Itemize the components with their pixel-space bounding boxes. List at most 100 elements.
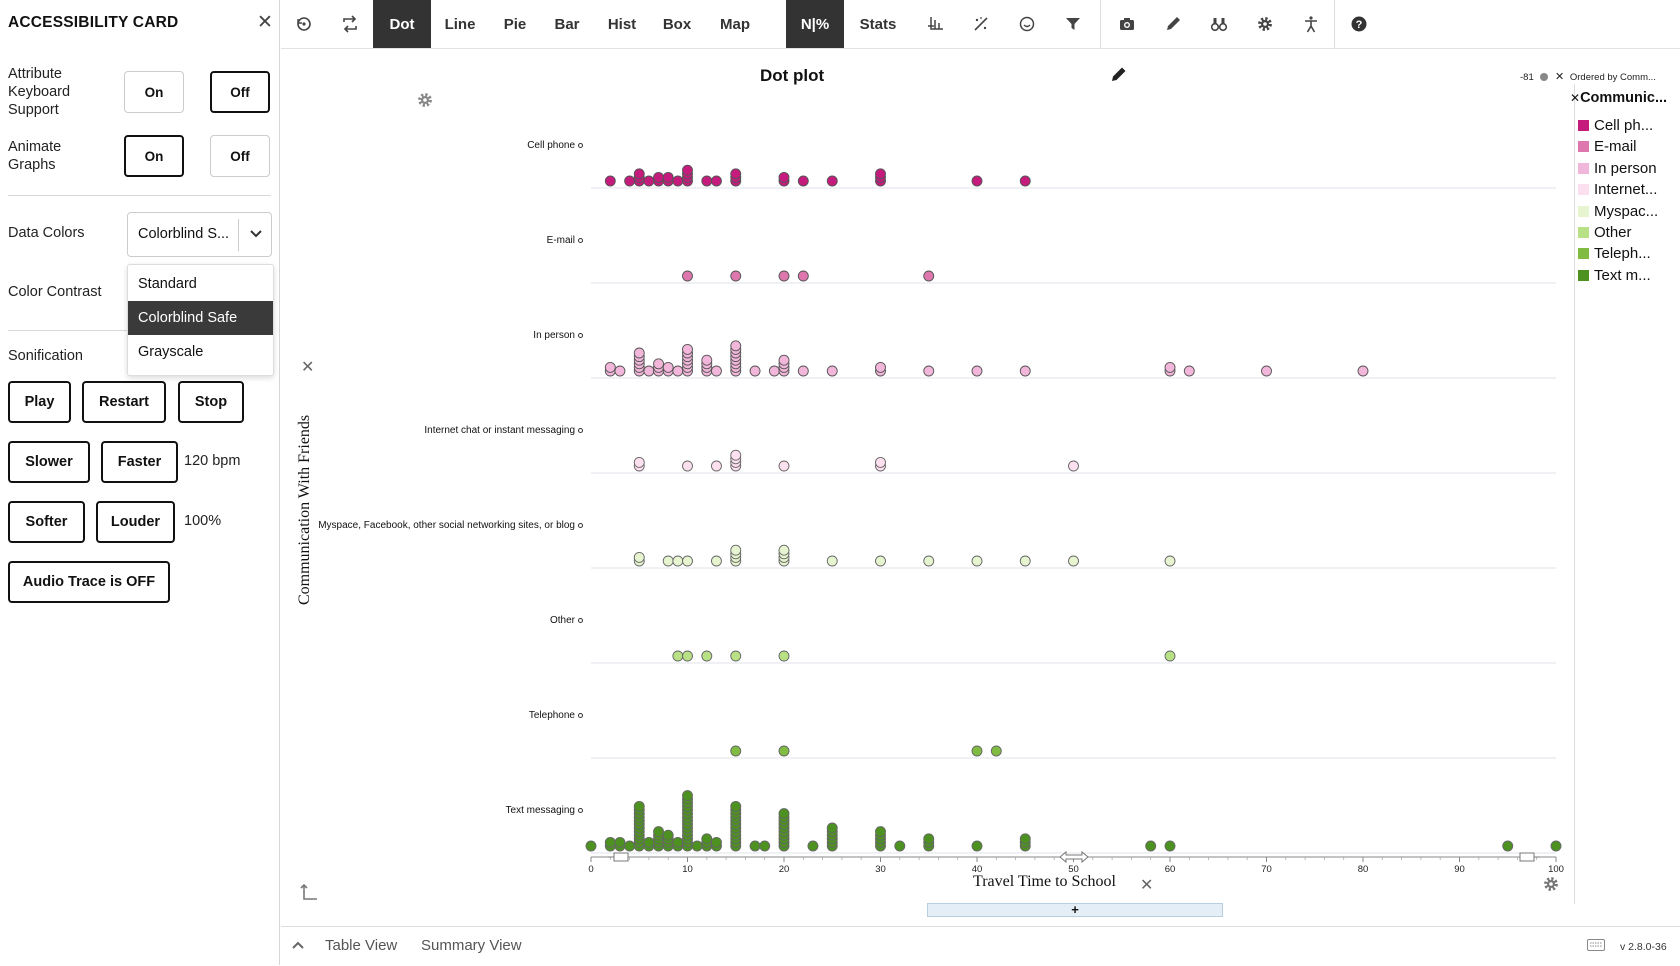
legend-item[interactable]: Other bbox=[1578, 224, 1632, 241]
pencil-icon[interactable] bbox=[1150, 0, 1196, 48]
faster-button[interactable]: Faster bbox=[101, 441, 178, 483]
filter-icon[interactable] bbox=[1050, 0, 1096, 48]
camera-icon[interactable] bbox=[1104, 0, 1150, 48]
keyboard-support-off-button[interactable]: Off bbox=[210, 71, 270, 113]
data-point bbox=[711, 555, 722, 567]
slower-button[interactable]: Slower bbox=[8, 441, 90, 483]
close-icon[interactable]: ✕ bbox=[257, 12, 273, 33]
softer-button[interactable]: Softer bbox=[8, 501, 85, 543]
dropdown-option-colorblind-safe[interactable]: Colorblind Safe bbox=[128, 301, 273, 335]
data-point bbox=[730, 745, 742, 757]
data-point bbox=[624, 175, 636, 187]
data-point bbox=[653, 826, 664, 838]
svg-text:?: ? bbox=[1356, 19, 1363, 31]
legend-item[interactable]: Text m... bbox=[1578, 267, 1651, 284]
dot-button[interactable]: Dot bbox=[373, 0, 431, 48]
wand-icon[interactable] bbox=[958, 0, 1004, 48]
data-point bbox=[604, 361, 616, 373]
data-point bbox=[768, 365, 780, 377]
map-button[interactable]: Map bbox=[720, 15, 750, 33]
chevron-up-icon[interactable] bbox=[291, 939, 305, 953]
legend-item[interactable]: Cell ph... bbox=[1578, 117, 1653, 134]
data-point bbox=[778, 808, 790, 820]
legend-item[interactable]: In person bbox=[1578, 160, 1657, 177]
category-label[interactable]: In person bbox=[533, 330, 583, 341]
divider bbox=[8, 195, 271, 196]
x-tick-label: 70 bbox=[1261, 864, 1272, 875]
category-label[interactable]: Internet chat or instant messaging bbox=[424, 425, 583, 436]
play-button[interactable]: Play bbox=[8, 381, 71, 423]
label-line: Graphs bbox=[8, 157, 56, 173]
line-button[interactable]: Line bbox=[444, 15, 476, 33]
stop-button[interactable]: Stop bbox=[178, 381, 244, 423]
category-label[interactable]: Other bbox=[550, 615, 583, 626]
category-label-text: Myspace, Facebook, other social networki… bbox=[318, 520, 575, 531]
legend-item[interactable]: Teleph... bbox=[1578, 245, 1651, 262]
restart-button[interactable]: Restart bbox=[82, 381, 166, 423]
category-label[interactable]: E-mail bbox=[547, 235, 583, 246]
axis-icon[interactable] bbox=[912, 0, 958, 48]
legend-ordered-by: -81 ✕ Ordered by Comm... bbox=[1520, 70, 1656, 83]
graph-title[interactable]: Dot plot bbox=[760, 66, 825, 85]
keyboard-support-on-button[interactable]: On bbox=[124, 71, 184, 113]
animate-graphs-off-button[interactable]: Off bbox=[210, 135, 270, 177]
box-button[interactable]: Box bbox=[662, 15, 692, 33]
louder-button[interactable]: Louder bbox=[96, 501, 175, 543]
animate-graphs-label: Animate Graphs bbox=[8, 138, 61, 174]
y-axis-label[interactable]: Communication With Friends bbox=[296, 414, 313, 605]
tab-table-view[interactable]: Table View bbox=[325, 937, 398, 954]
close-icon[interactable]: ✕ bbox=[301, 359, 315, 376]
data-point bbox=[585, 840, 597, 852]
undo-icon[interactable] bbox=[281, 0, 327, 48]
label-line: Animate bbox=[8, 139, 62, 155]
binoculars-icon[interactable] bbox=[1196, 0, 1242, 48]
gear-icon[interactable] bbox=[1542, 875, 1560, 893]
keyboard-icon[interactable] bbox=[1587, 939, 1605, 951]
data-point bbox=[711, 365, 722, 377]
stats-button[interactable]: Stats bbox=[859, 15, 897, 33]
gear-icon[interactable] bbox=[1242, 0, 1288, 48]
count-percent-button[interactable]: N|% bbox=[786, 0, 844, 48]
data-point bbox=[797, 175, 809, 187]
data-point bbox=[701, 833, 713, 845]
data-colors-select[interactable]: Colorblind S... bbox=[127, 212, 272, 257]
category-label[interactable]: Cell phone bbox=[527, 140, 583, 151]
dropdown-option-grayscale[interactable]: Grayscale bbox=[138, 344, 204, 360]
swap-icon[interactable] bbox=[327, 0, 373, 48]
category-dot-icon bbox=[578, 712, 583, 718]
accessibility-card: ACCESSIBILITY CARD ✕ Attribute Keyboard … bbox=[0, 0, 280, 965]
legend-item[interactable]: Internet... bbox=[1578, 181, 1657, 198]
axis-swap-icon[interactable] bbox=[300, 884, 318, 902]
close-icon[interactable]: ✕ bbox=[1555, 71, 1565, 83]
add-attribute-bar[interactable]: + bbox=[927, 903, 1223, 917]
pie-button[interactable]: Pie bbox=[503, 15, 527, 33]
data-point bbox=[1550, 840, 1562, 852]
tab-summary-view[interactable]: Summary View bbox=[421, 937, 522, 954]
legend-label: Internet... bbox=[1594, 181, 1658, 199]
accessibility-icon[interactable] bbox=[1288, 0, 1334, 48]
x-axis-label[interactable]: Travel Time to School bbox=[973, 873, 1116, 890]
legend-attribute[interactable]: ✕Communic... bbox=[1570, 90, 1667, 106]
hist-button[interactable]: Hist bbox=[607, 15, 637, 33]
audio-trace-button[interactable]: Audio Trace is OFF bbox=[8, 561, 170, 603]
close-icon[interactable]: ✕ bbox=[1140, 877, 1154, 894]
gear-icon[interactable] bbox=[416, 91, 434, 109]
data-point bbox=[662, 829, 674, 841]
bar-button[interactable]: Bar bbox=[554, 15, 580, 33]
category-label[interactable]: Myspace, Facebook, other social networki… bbox=[318, 520, 583, 531]
close-icon[interactable]: ✕ bbox=[1570, 91, 1581, 105]
help-icon[interactable]: ? bbox=[1334, 0, 1384, 48]
legend-item[interactable]: Myspac... bbox=[1578, 203, 1658, 220]
data-point bbox=[643, 365, 655, 377]
x-tick-label: 10 bbox=[682, 864, 693, 875]
data-point bbox=[826, 822, 838, 834]
pencil-icon[interactable] bbox=[1110, 65, 1128, 83]
dropdown-option-standard[interactable]: Standard bbox=[138, 276, 197, 292]
target-icon[interactable] bbox=[1004, 0, 1050, 48]
category-label[interactable]: Text messaging bbox=[506, 805, 583, 816]
category-label[interactable]: Telephone bbox=[529, 710, 583, 721]
data-point bbox=[923, 270, 935, 282]
animate-graphs-on-button[interactable]: On bbox=[124, 135, 184, 177]
legend-item[interactable]: E-mail bbox=[1578, 138, 1637, 155]
category-label-text: Text messaging bbox=[505, 805, 575, 816]
